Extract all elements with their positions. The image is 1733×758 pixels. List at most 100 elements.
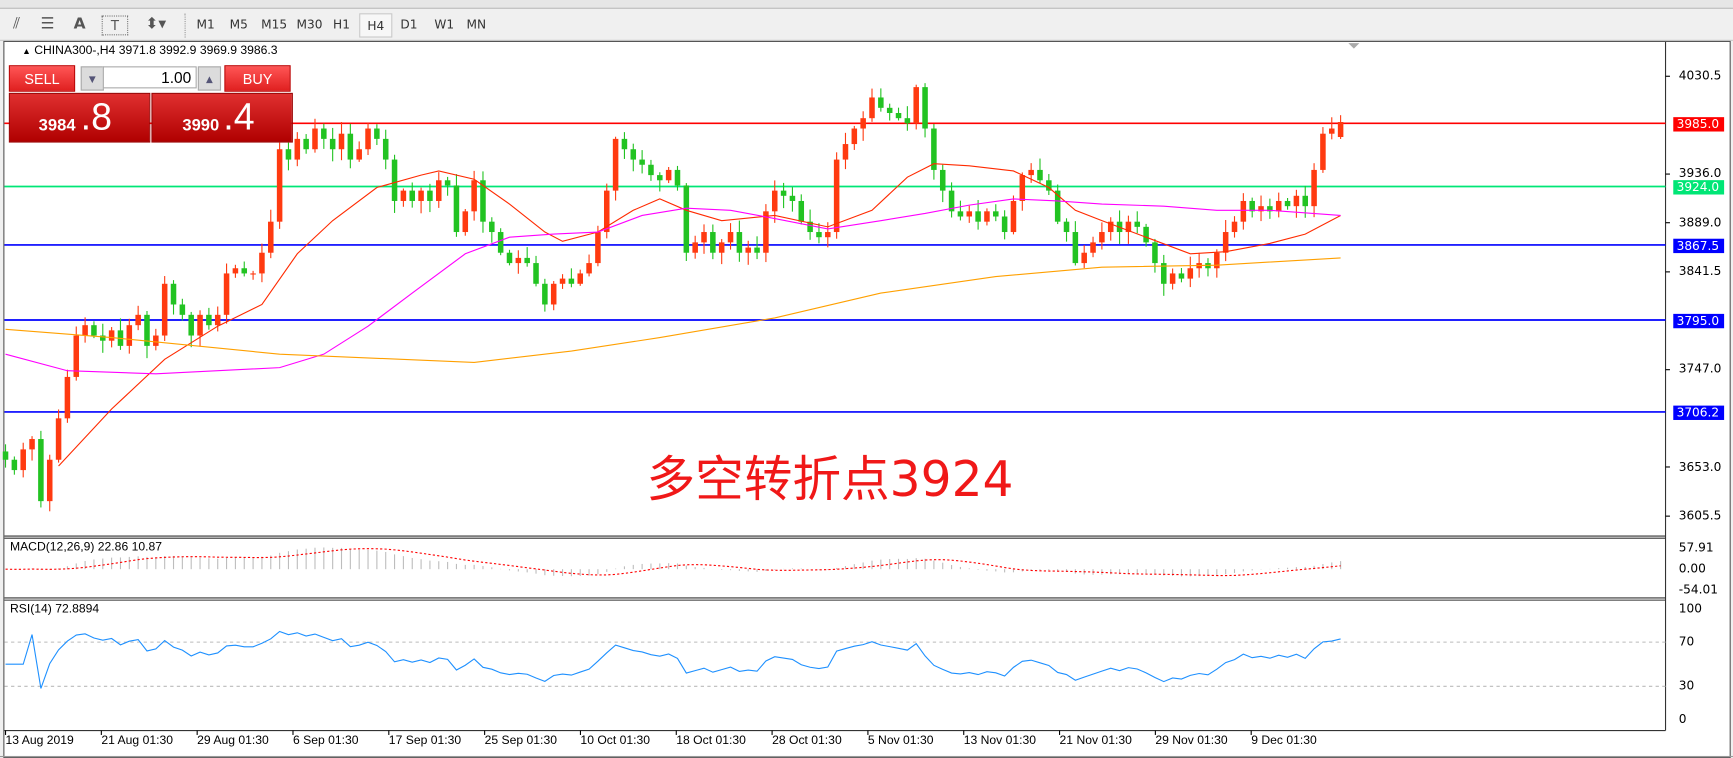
buy-button[interactable]: BUY [224, 65, 291, 92]
timeframe-m5[interactable]: M5 [229, 17, 248, 32]
candle-body [807, 221, 813, 233]
timeframe-mn[interactable]: MN [466, 17, 487, 32]
price-axis-label: 3653.0 [1678, 459, 1722, 474]
timeframe-m30[interactable]: M30 [296, 17, 323, 32]
candle-body [825, 232, 831, 238]
candle-body [780, 190, 787, 196]
candle-body [1337, 122, 1344, 138]
candle-body [73, 335, 80, 377]
candle-body [789, 195, 796, 201]
candle-body [427, 190, 433, 201]
symbol-ohlc: CHINA300-,H4 3971.8 3992.9 3969.9 3986.3 [34, 44, 278, 58]
candle-body [524, 257, 530, 264]
candle-body [1125, 221, 1132, 233]
chart-window[interactable] [3, 40, 1731, 758]
candle-body [1028, 169, 1034, 176]
candle-body [268, 221, 274, 253]
candle-body [1320, 133, 1326, 170]
buy-price[interactable]: 3990 .4 [151, 92, 293, 143]
candle-body [400, 190, 407, 201]
candle-body [816, 232, 822, 238]
lot-decrease-button[interactable]: ▼ [80, 66, 104, 91]
sell-price-main: 3984 [38, 116, 76, 135]
price-axis-label: 3841.5 [1678, 264, 1722, 279]
macd-axis-label: 57.91 [1678, 540, 1714, 555]
candle-body [1214, 252, 1220, 269]
date-axis-label: 6 Sep 01:30 [292, 733, 359, 748]
date-axis-label: 21 Aug 01:30 [101, 733, 173, 748]
rsi-axis-label: 100 [1678, 601, 1703, 616]
rsi-label: RSI(14) 72.8894 [9, 602, 100, 616]
timeframe-w1[interactable]: W1 [434, 17, 455, 32]
candle-body [568, 278, 575, 284]
candle-body [489, 221, 495, 233]
candle-body [55, 418, 62, 460]
rsi-axis-label: 30 [1678, 678, 1695, 693]
candle-body [1161, 263, 1167, 284]
sell-button[interactable]: SELL [8, 65, 76, 92]
candle-body [1046, 180, 1052, 191]
candle-body [948, 190, 955, 212]
lot-size-input[interactable]: 1.00 [102, 66, 197, 89]
date-axis-label: 28 Oct 01:30 [772, 733, 842, 748]
timeframe-m1[interactable]: M1 [196, 17, 215, 32]
candle-body [11, 459, 18, 471]
rsi-axis-label: 70 [1678, 634, 1695, 649]
candle-body [347, 133, 354, 160]
candle-body [206, 314, 212, 326]
candle-body [197, 314, 203, 336]
candle-body [595, 232, 601, 264]
candle-body [480, 180, 486, 222]
candle-body [621, 138, 628, 150]
one-click-trading-panel: SELL ▼ 1.00 ▲ BUY 3984 .8 3990 .4 [8, 64, 293, 143]
candle-body [701, 232, 707, 243]
candle-body [391, 159, 398, 201]
timeframe-h1[interactable]: H1 [333, 17, 350, 32]
candle-body [1231, 221, 1238, 233]
arrows-icon[interactable]: ⬍▾ [145, 15, 167, 34]
text-icon[interactable]: A [73, 15, 86, 34]
candle-body [179, 304, 186, 315]
text-label-icon[interactable]: T [101, 15, 129, 36]
candle-body [259, 252, 265, 274]
candle-body [285, 149, 292, 160]
candle-body [692, 242, 698, 253]
candle-body [1152, 242, 1158, 264]
candle-body [754, 247, 760, 253]
candle-body [1240, 200, 1247, 222]
indicators-icon[interactable]: ⫽ [13, 15, 21, 34]
moving-average-line [5, 257, 1341, 363]
candle-body [161, 283, 168, 336]
toolbar-separator [184, 13, 188, 38]
collapse-triangle-icon[interactable]: ▲ [22, 46, 31, 57]
candle-body [1284, 200, 1291, 207]
candle-body [904, 118, 911, 124]
macd-axis-label: -54.01 [1678, 582, 1718, 597]
candle-body [993, 211, 999, 217]
macd-signal-line [5, 548, 1341, 577]
date-axis-label: 18 Oct 01:30 [676, 733, 746, 748]
candle-body [1063, 221, 1070, 233]
candle-body [2, 451, 9, 460]
timeframe-m15[interactable]: M15 [261, 17, 288, 32]
chart-header: ▲ CHINA300-,H4 3971.8 3992.9 3969.9 3986… [22, 44, 277, 57]
moving-average-line [58, 163, 1341, 467]
candle-body [639, 159, 645, 165]
timeframe-h4[interactable]: H4 [359, 13, 393, 38]
periodicity-icon[interactable]: ☰ [40, 15, 55, 34]
candle-body [1037, 169, 1043, 181]
candle-body [1107, 221, 1114, 233]
candle-body [91, 325, 97, 336]
candle-body [188, 314, 194, 336]
candle-body [975, 211, 981, 222]
rsi-line [5, 630, 1341, 689]
price-axis-label: 3605.5 [1678, 508, 1722, 523]
timeframe-d1[interactable]: D1 [400, 17, 418, 32]
candle-body [771, 190, 778, 212]
sell-price[interactable]: 3984 .8 [8, 92, 151, 143]
lot-increase-button[interactable]: ▲ [197, 66, 222, 91]
candle-body [20, 449, 26, 471]
candle-body [1275, 200, 1282, 212]
chart-annotation: 多空转折点3924 [646, 452, 1014, 509]
